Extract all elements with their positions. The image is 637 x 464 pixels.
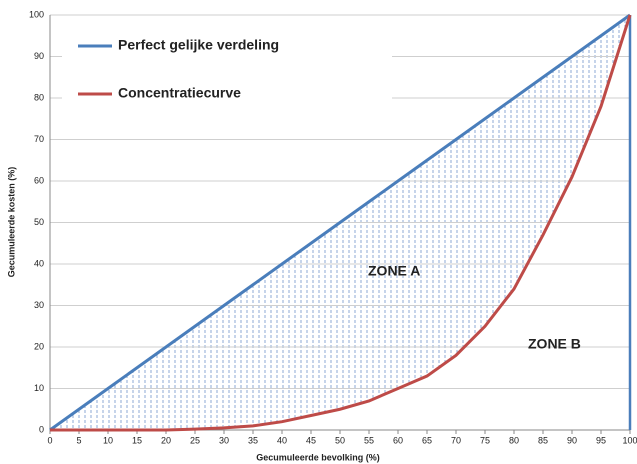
legend-label: Concentratiecurve [118,85,241,101]
y-tick-label: 90 [34,51,44,61]
y-tick-label: 30 [34,300,44,310]
y-tick-label: 0 [39,424,44,434]
x-tick-label: 55 [364,435,374,445]
x-tick-label: 70 [451,435,461,445]
series-line [49,13,631,432]
x-tick-label: 60 [393,435,403,445]
x-tick-label: 45 [306,435,316,445]
x-tick-label: 15 [132,435,142,445]
x-tick-label: 50 [335,435,345,445]
x-tick-label: 80 [509,435,519,445]
y-tick-label: 50 [34,217,44,227]
x-tick-label: 5 [76,435,81,445]
x-tick-label: 75 [480,435,490,445]
y-tick-label: 100 [29,9,44,19]
x-tick-label: 25 [190,435,200,445]
x-tick-label: 85 [538,435,548,445]
x-tick-label: 100 [622,435,637,445]
x-tick-label: 90 [567,435,577,445]
y-tick-label: 60 [34,175,44,185]
x-tick-label: 30 [219,435,229,445]
x-tick-label: 40 [277,435,287,445]
y-tick-label: 40 [34,258,44,268]
legend-box [62,25,392,101]
x-tick-label: 35 [248,435,258,445]
x-tick-label: 0 [47,435,52,445]
legend-label: Perfect gelijke verdeling [118,37,279,53]
series-line [50,14,632,432]
annotation: ZONE A [368,263,420,279]
y-tick-label: 70 [34,134,44,144]
x-tick-label: 95 [596,435,606,445]
y-tick-label: 20 [34,341,44,351]
annotation: ZONE B [528,336,581,352]
y-tick-label: 10 [34,383,44,393]
x-tick-label: 65 [422,435,432,445]
x-tick-label: 20 [161,435,171,445]
y-tick-label: 80 [34,92,44,102]
y-axis-label: Gecumuleerde kosten (%) [6,167,16,278]
x-tick-label: 10 [103,435,113,445]
x-axis-label: Gecumuleerde bevolking (%) [256,452,380,462]
